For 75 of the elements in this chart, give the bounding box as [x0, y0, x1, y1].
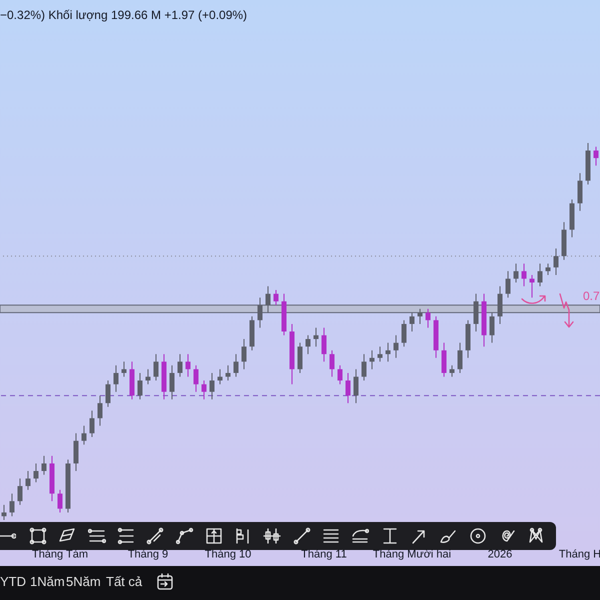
x-tick-label: 2026	[488, 548, 512, 560]
candlestick	[402, 320, 406, 348]
candlestick	[146, 368, 150, 385]
candlestick	[346, 372, 350, 404]
candlestick	[330, 350, 334, 378]
x-tick-label: Tháng 9	[128, 548, 168, 560]
candlestick	[114, 364, 118, 392]
candlestick	[506, 270, 510, 298]
candlestick	[202, 380, 206, 400]
candlestick	[410, 312, 414, 332]
candlestick	[58, 489, 62, 513]
candlestick	[42, 455, 46, 476]
text: 5Năm	[66, 574, 101, 589]
candlestick	[10, 493, 14, 517]
candlestick	[426, 308, 430, 328]
candlestick	[186, 354, 190, 378]
candlestick	[338, 364, 342, 385]
candlestick	[154, 354, 158, 382]
x-tick-label: Tháng 10	[204, 548, 252, 560]
candlestick	[418, 308, 422, 324]
candlestick	[378, 346, 382, 362]
candlestick	[498, 286, 502, 324]
candlestick	[386, 342, 390, 362]
candlestick	[370, 350, 374, 370]
candlestick	[306, 334, 310, 355]
candlestick	[170, 364, 174, 400]
candlestick	[450, 364, 454, 378]
candlestick	[226, 364, 230, 382]
candlestick	[34, 462, 38, 483]
candlestick	[490, 312, 494, 344]
text: Tất cả	[106, 574, 142, 589]
x-tick-label: Tháng 11	[301, 548, 347, 560]
candlestick	[90, 410, 94, 438]
candlestick	[106, 380, 110, 408]
candlestick	[458, 342, 462, 374]
candlestick	[218, 368, 222, 385]
candlestick	[578, 172, 582, 212]
candlestick	[538, 263, 542, 287]
candlestick	[514, 263, 518, 283]
candlestick	[362, 354, 366, 382]
x-tick-label: Tháng H	[558, 548, 600, 560]
candlestick	[442, 342, 446, 378]
candlestick	[234, 354, 238, 378]
candlestick	[210, 372, 214, 400]
x-tick-label: Tháng Mười hai	[372, 548, 452, 560]
candlestick	[474, 293, 478, 332]
text: −0.32%) Khối lượng 199.66 M +1.97 (+0.09%)	[0, 8, 248, 22]
candlestick	[258, 297, 262, 328]
candlestick	[594, 146, 598, 166]
candlestick	[178, 354, 182, 378]
text: 1Năm	[30, 574, 65, 589]
candlestick	[98, 395, 102, 426]
candlestick	[82, 425, 86, 446]
candlestick	[298, 342, 302, 374]
annotation: 0.7	[583, 289, 600, 303]
candlestick	[546, 263, 550, 276]
candlestick	[74, 432, 78, 472]
candlestick	[274, 290, 278, 306]
candlestick	[26, 470, 30, 490]
candlestick	[122, 361, 126, 378]
candlestick	[242, 338, 246, 370]
x-tick-label: Tháng Tám	[32, 548, 88, 560]
candlestick	[554, 248, 558, 276]
candlestick	[394, 334, 398, 358]
candlestick	[18, 478, 22, 506]
candlestick	[522, 263, 526, 287]
candlestick	[530, 274, 534, 298]
candlestick	[266, 286, 270, 314]
candlestick	[2, 504, 6, 520]
text: YTD	[0, 574, 26, 589]
candlestick	[138, 372, 142, 400]
candlestick	[314, 327, 318, 348]
candlestick	[354, 368, 358, 404]
candlestick	[322, 327, 326, 362]
candlestick	[194, 364, 198, 392]
